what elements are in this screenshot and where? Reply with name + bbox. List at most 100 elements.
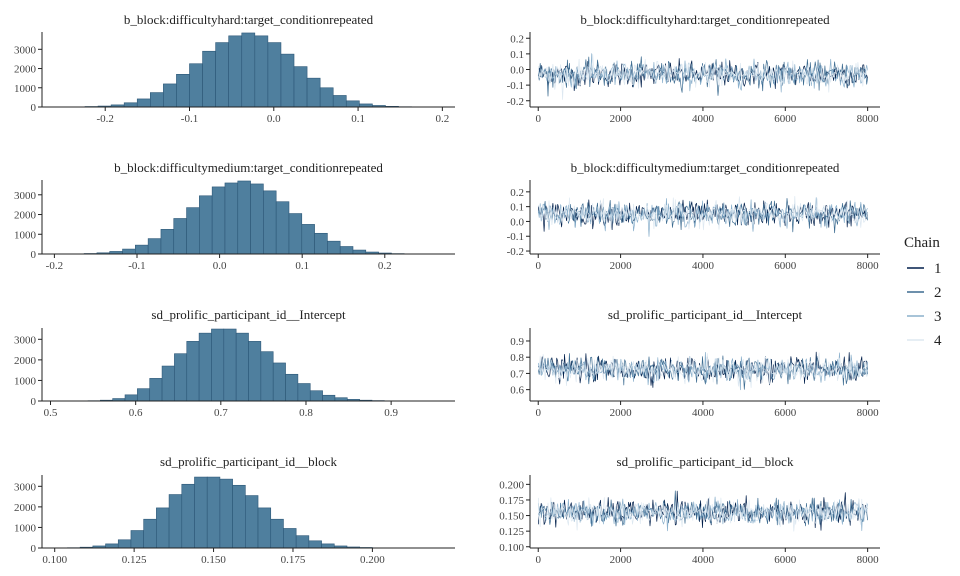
x-tick-label: 6000 — [774, 407, 797, 419]
trace-line-chain-3 — [537, 53, 868, 93]
x-tick-label: 0.2 — [435, 113, 449, 125]
histogram-bar — [280, 53, 295, 108]
histogram-bar — [124, 394, 138, 402]
histogram-bar — [322, 394, 336, 402]
histogram-bar — [314, 232, 328, 255]
histogram-bar — [161, 365, 175, 402]
histogram-bar — [117, 539, 132, 549]
histogram-bars — [58, 32, 452, 108]
histogram-bar — [137, 388, 151, 402]
histogram-bar — [237, 180, 251, 255]
trace-line-chain-4 — [537, 496, 868, 532]
histogram-bar — [168, 494, 183, 549]
histogram-bar — [130, 530, 144, 549]
histogram-panel: 0.100 0.125 0.150 0.175 0.200 0 1000 2000 3000 sd… — [14, 454, 455, 566]
histogram-bar — [176, 74, 190, 108]
x-tick-label: 0.0 — [213, 260, 227, 272]
histogram-bar — [272, 362, 286, 402]
x-tick-label: 0.100 — [42, 554, 67, 566]
panel-title: b_block:difficultyhard:target_conditionr… — [580, 12, 830, 27]
histogram-bar — [232, 484, 246, 549]
trace-lines — [537, 351, 868, 391]
x-tick-label: 0 — [535, 260, 541, 272]
x-tick-label: 0.175 — [281, 554, 306, 566]
y-tick-label: 2000 — [14, 64, 37, 76]
trace-line-chain-4 — [537, 352, 868, 388]
y-tick-label: 0.7 — [510, 368, 524, 380]
y-tick-label: 2000 — [14, 210, 37, 222]
histogram-bar — [267, 42, 282, 108]
legend-label: 1 — [934, 261, 942, 277]
y-tick-label: 3000 — [14, 44, 37, 56]
histogram-bar — [308, 540, 322, 549]
histogram-bar — [245, 495, 259, 549]
histogram-panel: -0.2 -0.1 0.0 0.1 0.2 0 1000 2000 3000 b_block:di… — [14, 160, 455, 272]
x-tick-label: -0.2 — [46, 260, 63, 272]
y-tick-label: 0.9 — [510, 336, 524, 348]
legend-entries: 1 2 3 4 — [907, 261, 942, 349]
x-tick-label: 0.8 — [299, 407, 313, 419]
histogram-bar — [250, 183, 264, 255]
histogram-bar — [223, 328, 237, 402]
y-tick-label: 0.1 — [510, 49, 524, 61]
histogram-bar — [293, 66, 308, 108]
panel-title: b_block:difficultymedium:target_conditio… — [114, 160, 383, 175]
histogram-bar — [257, 507, 272, 549]
histogram-bar — [321, 543, 335, 549]
trace-panel: 0 2000 4000 6000 8000 -0.2 -0.1 0.0 0.1 0.2 b_bloc… — [507, 12, 880, 125]
histogram-bar — [173, 218, 187, 255]
y-tick-label: 1000 — [14, 83, 37, 95]
histogram-bar — [156, 507, 170, 549]
histogram-panel: 0.5 0.6 0.7 0.8 0.9 0 1000 2000 3000 sd_prolific_… — [14, 307, 455, 419]
y-tick-label: 3000 — [14, 190, 37, 202]
y-tick-label: -0.1 — [507, 231, 524, 243]
legend-label: 2 — [934, 285, 942, 301]
histogram-bar — [219, 478, 233, 549]
histogram-bar — [339, 246, 354, 255]
histogram-bar — [147, 238, 162, 255]
histogram-bar — [181, 483, 195, 549]
legend-label: 4 — [934, 333, 942, 349]
legend-item: 4 — [907, 333, 942, 349]
trace-line-chain-2 — [537, 490, 868, 527]
y-tick-label: 1000 — [14, 375, 37, 387]
y-tick-label: 2000 — [14, 502, 37, 514]
x-tick-label: 8000 — [857, 113, 880, 125]
histogram-bar — [122, 248, 136, 255]
y-tick-label: 0.200 — [499, 479, 524, 491]
histogram-bar — [160, 229, 175, 255]
histogram-bar — [345, 100, 360, 108]
y-tick-label: 0.150 — [499, 511, 524, 523]
panel-grid: -0.2 -0.1 0.0 0.1 0.2 0 1000 2000 3000 b_block:di… — [14, 12, 880, 566]
x-tick-label: 0.0 — [267, 113, 281, 125]
y-tick-label: 0 — [31, 543, 37, 555]
trace-line-chain-4 — [537, 53, 868, 100]
histogram-bar — [301, 224, 315, 255]
chain-legend: Chain 1 2 3 4 — [904, 235, 942, 349]
legend-item: 1 — [907, 261, 942, 277]
x-tick-label: 8000 — [857, 554, 880, 566]
histogram-bar — [224, 182, 239, 255]
histogram-bar — [248, 341, 262, 402]
histogram-bar — [254, 35, 269, 108]
panel-title: sd_prolific_participant_id__block — [617, 454, 794, 469]
x-tick-label: 2000 — [610, 407, 633, 419]
y-tick-label: 3000 — [14, 481, 37, 493]
histogram-bar — [263, 190, 277, 255]
x-tick-label: 8000 — [857, 407, 880, 419]
x-tick-label: 2000 — [610, 113, 633, 125]
x-tick-label: 0.1 — [351, 113, 365, 125]
histogram-bar — [275, 201, 290, 255]
histogram-bar — [174, 353, 188, 402]
panel-title: sd_prolific_participant_id__block — [160, 454, 337, 469]
histogram-bar — [189, 63, 203, 108]
y-tick-label: 0 — [31, 396, 37, 408]
histogram-bar — [105, 543, 119, 549]
histogram-bar — [228, 35, 243, 108]
y-tick-label: 1000 — [14, 522, 37, 534]
x-tick-label: 8000 — [857, 260, 880, 272]
x-tick-label: 0.5 — [44, 407, 58, 419]
y-tick-label: 0.0 — [510, 216, 524, 228]
x-tick-label: 4000 — [692, 407, 715, 419]
trace-panel: 0 2000 4000 6000 8000 -0.2 -0.1 0.0 0.1 0.2 b_bloc… — [507, 160, 880, 272]
